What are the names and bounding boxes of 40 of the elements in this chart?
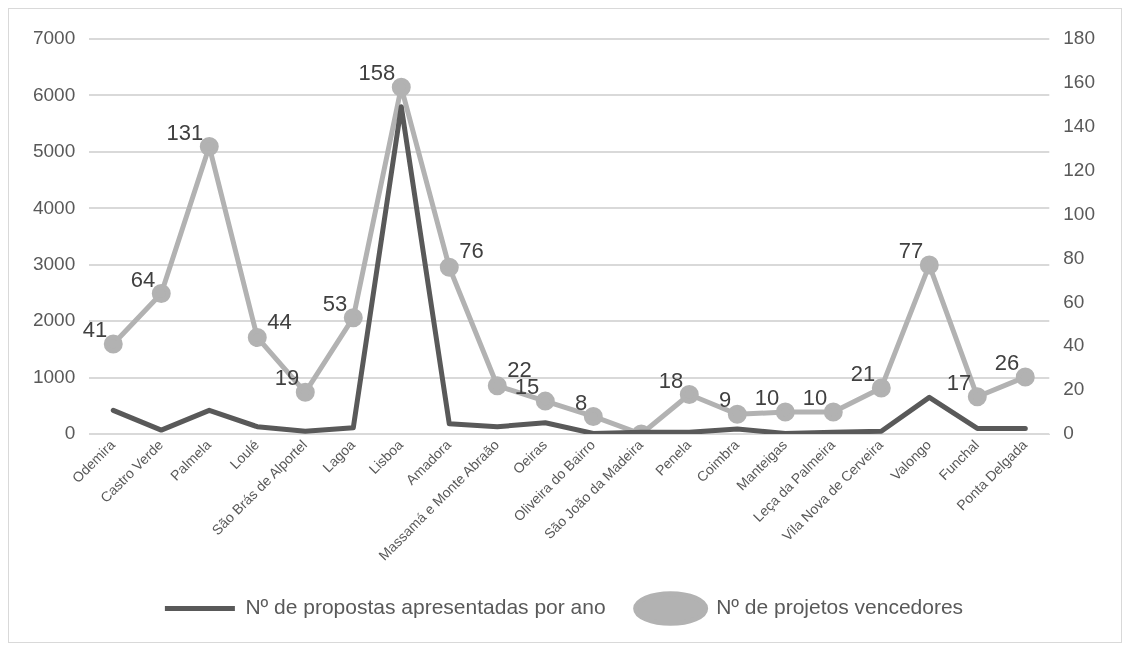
y2-tick-label: 160 (1063, 71, 1095, 93)
data-label: 77 (898, 238, 924, 264)
data-label: 19 (274, 365, 300, 391)
y2-tick-label: 80 (1063, 246, 1085, 268)
y2-tick-label: 60 (1063, 290, 1085, 312)
point (247, 327, 267, 347)
data-label: 53 (322, 290, 348, 316)
y2-tick-label: 140 (1063, 115, 1095, 137)
point (487, 376, 507, 396)
y-tick-label: 4000 (32, 196, 76, 218)
data-label: 131 (166, 119, 204, 145)
data-label: 8 (575, 389, 588, 415)
y2-tick-label: 40 (1063, 334, 1085, 356)
y2-tick-label: 100 (1063, 202, 1095, 224)
data-label: 21 (850, 361, 876, 386)
data-label: 64 (130, 266, 156, 292)
y2-tick-label: 120 (1063, 158, 1095, 180)
data-label: 10 (802, 385, 828, 411)
y-tick-label: 5000 (32, 140, 76, 162)
data-label: 26 (994, 350, 1020, 376)
point (439, 257, 459, 277)
data-label: 41 (82, 317, 108, 343)
data-label: 158 (358, 60, 396, 86)
data-label: 76 (459, 238, 484, 264)
data-label: 10 (754, 385, 780, 411)
data-label: 9 (719, 387, 732, 413)
y-tick-label: 0 (64, 422, 76, 444)
y-tick-label: 1000 (32, 365, 76, 387)
y-tick-label: 6000 (32, 83, 76, 105)
y-tick-label: 2000 (32, 309, 76, 331)
legend-label: Nº de projetos vencedores (716, 595, 964, 619)
legend-label: Nº de propostas apresentadas por ano (245, 595, 606, 619)
data-label: 18 (658, 367, 684, 393)
y2-tick-label: 180 (1063, 27, 1095, 49)
y-tick-label: 3000 (32, 252, 76, 274)
data-label: 44 (267, 308, 292, 334)
data-label: 17 (946, 369, 972, 395)
y-tick-label: 7000 (32, 27, 76, 49)
y2-tick-label: 0 (1063, 422, 1074, 444)
y2-tick-label: 20 (1063, 378, 1085, 400)
